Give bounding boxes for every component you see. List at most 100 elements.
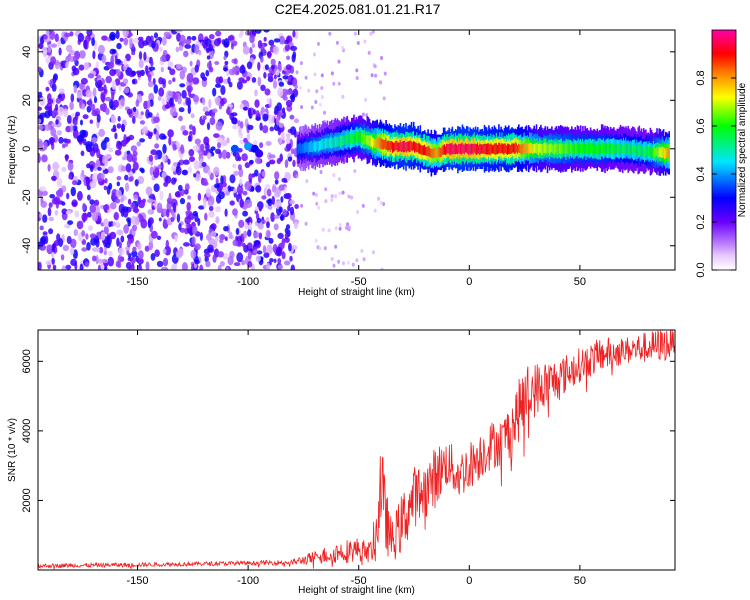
noise-speck	[48, 228, 54, 235]
signal-ridge	[409, 140, 412, 152]
noise-speck	[233, 188, 237, 194]
noise-speck	[220, 175, 224, 185]
signal-ridge	[618, 143, 621, 156]
noise-speck	[176, 213, 181, 223]
noise-speck	[123, 57, 127, 67]
noise-speck	[310, 105, 314, 110]
noise-speck	[147, 198, 154, 204]
noise-speck	[74, 210, 80, 218]
noise-speck	[275, 69, 280, 76]
noise-speck	[240, 64, 245, 71]
noise-speck	[103, 185, 108, 191]
noise-speck	[187, 87, 192, 97]
signal-ridge	[645, 145, 647, 157]
noise-speck	[91, 211, 99, 222]
signal-ridge	[597, 143, 600, 155]
noise-speck	[337, 81, 341, 86]
noise-speck	[108, 250, 113, 257]
noise-speck	[263, 72, 267, 79]
noise-speck	[112, 221, 116, 227]
noise-speck	[47, 207, 52, 217]
x-tick-label: -150	[127, 276, 149, 288]
signal-ridge	[505, 145, 508, 154]
noise-speck	[131, 250, 138, 258]
noise-speck	[377, 196, 381, 201]
noise-speck	[382, 202, 386, 206]
noise-speck	[361, 203, 365, 208]
noise-speck	[122, 30, 129, 38]
noise-speck	[70, 124, 74, 133]
noise-speck	[206, 55, 211, 60]
noise-speck	[218, 191, 225, 200]
noise-speck	[186, 72, 194, 83]
noise-speck	[188, 149, 195, 157]
signal-ridge	[481, 144, 484, 154]
noise-speck	[136, 141, 141, 147]
noise-speck	[39, 212, 43, 219]
noise-speck	[87, 194, 91, 201]
noise-speck	[189, 60, 193, 67]
noise-speck	[76, 135, 84, 143]
signal-ridge	[513, 143, 516, 154]
noise-speck	[130, 145, 138, 152]
noise-speck	[246, 76, 251, 82]
noise-speck	[108, 182, 113, 190]
noise-speck	[245, 199, 253, 208]
noise-speck	[183, 189, 189, 195]
noise-speck	[129, 175, 134, 182]
noise-speck	[86, 146, 93, 153]
noise-speck	[181, 262, 188, 270]
noise-speck	[125, 136, 131, 142]
signal-ridge	[418, 142, 420, 154]
signal-ridge	[603, 143, 605, 154]
noise-speck	[201, 162, 207, 167]
noise-speck	[156, 260, 164, 268]
noise-speck	[56, 177, 63, 188]
signal-ridge	[547, 143, 550, 153]
noise-speck	[300, 105, 304, 110]
signal-ridge	[536, 142, 539, 154]
noise-speck	[132, 161, 139, 171]
signal-ridge	[598, 143, 601, 155]
signal-ridge	[450, 143, 453, 155]
noise-speck	[275, 116, 280, 126]
noise-speck	[241, 153, 248, 162]
noise-speck	[210, 223, 217, 231]
noise-speck	[92, 50, 96, 60]
noise-speck	[262, 245, 267, 254]
signal-ridge	[564, 144, 566, 155]
snr-line	[38, 330, 675, 570]
signal-ridge	[452, 144, 455, 155]
signal-ridge	[555, 143, 558, 153]
noise-speck	[80, 150, 85, 157]
noise-speck	[160, 66, 164, 73]
noise-speck	[147, 81, 154, 88]
signal-ridge	[571, 145, 573, 154]
noise-speck	[337, 259, 341, 264]
noise-speck	[292, 30, 296, 38]
noise-speck	[65, 154, 69, 162]
signal-ridge	[306, 142, 309, 152]
signal-ridge	[349, 134, 352, 145]
noise-speck	[261, 195, 267, 200]
signal-ridge	[343, 135, 345, 145]
noise-speck	[224, 236, 228, 241]
noise-speck	[82, 202, 86, 211]
noise-speck	[270, 58, 276, 66]
noise-speck	[70, 186, 77, 197]
signal-ridge	[668, 147, 670, 159]
noise-speck	[104, 136, 110, 143]
noise-speck	[125, 261, 132, 270]
noise-speck	[137, 250, 144, 260]
signal-ridge	[621, 145, 624, 155]
noise-speck	[208, 44, 213, 52]
spectrogram-panel: -150 -100 -50 0 50 -40 -20 0 20 40 Height of strai…	[7, 29, 676, 298]
signal-ridge	[442, 144, 445, 155]
noise-speck	[191, 35, 197, 41]
signal-ridge	[484, 143, 487, 154]
noise-speck	[278, 137, 283, 145]
noise-speck	[266, 188, 272, 197]
noise-speck	[123, 134, 127, 144]
signal-ridge	[566, 142, 569, 154]
noise-speck	[353, 31, 357, 36]
